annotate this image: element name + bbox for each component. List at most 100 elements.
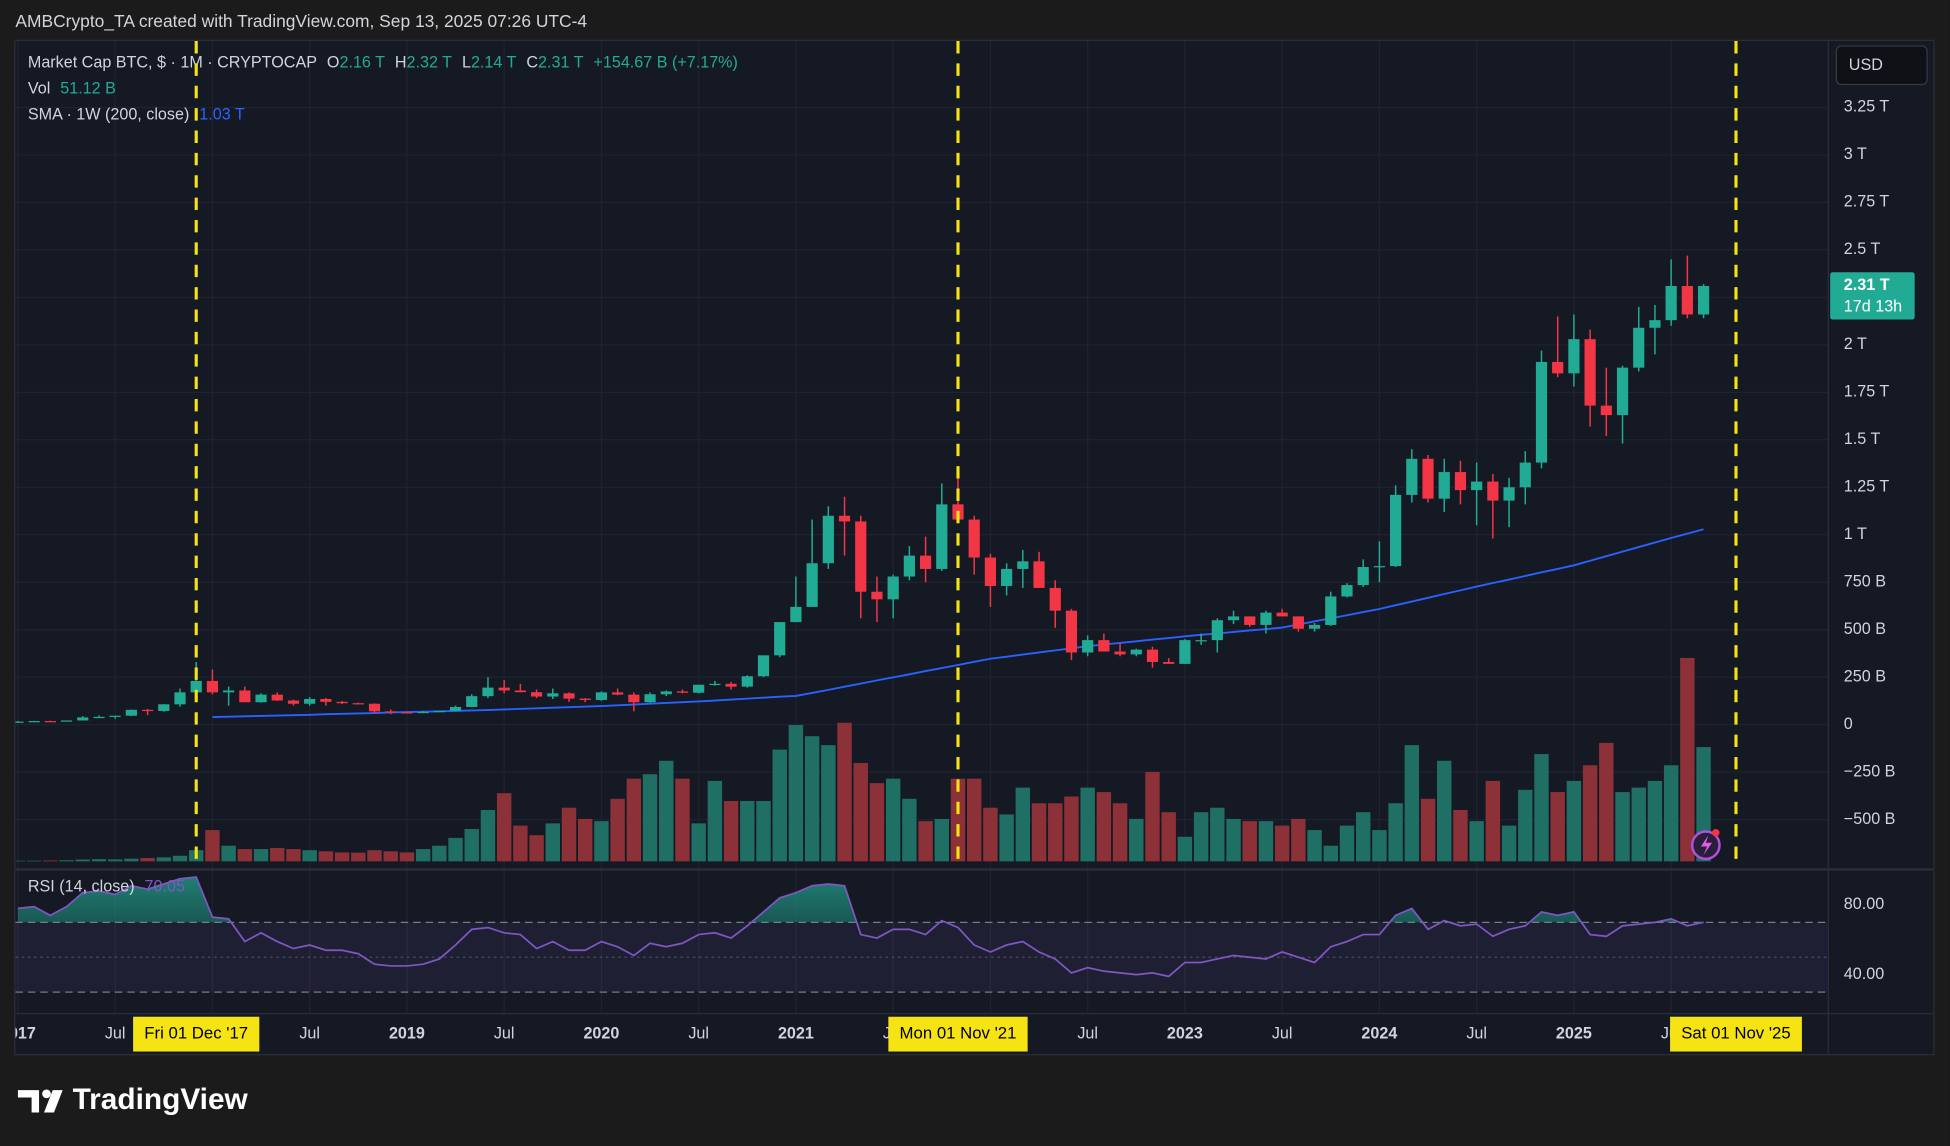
candle-body: [1260, 612, 1272, 625]
volume-bar: [496, 793, 512, 862]
legend-volume: Vol 51.12 B: [28, 80, 116, 98]
volume-bar: [837, 722, 852, 862]
volume-bar: [1372, 830, 1387, 862]
volume-bar: [788, 725, 804, 862]
candle-body: [1471, 481, 1483, 491]
legend-rsi: RSI (14, close) 70.05: [28, 878, 185, 896]
legend-value: 2.31 T: [538, 54, 584, 72]
candle-body: [336, 701, 348, 704]
volume-bar: [1501, 825, 1517, 862]
volume-bar: [253, 849, 269, 862]
volume-bar: [1177, 836, 1193, 862]
legend-volume-value: 51.12 B: [60, 80, 116, 98]
legend-main: Market Cap BTC, $ · 1M · CRYPTOCAP O2.16 …: [28, 54, 738, 72]
y-tick-label: 2 T: [1844, 335, 1867, 353]
candle-body: [1001, 568, 1013, 587]
logo-mark: [42, 1089, 51, 1099]
volume-bar: [1226, 818, 1241, 862]
currency-label[interactable]: USD: [1849, 56, 1883, 74]
alert-dot[interactable]: [1712, 829, 1720, 837]
candle-body: [936, 504, 948, 569]
candle-body: [579, 698, 591, 700]
y-tick-label: 2.75 T: [1844, 193, 1890, 211]
volume-bar: [1437, 760, 1452, 862]
volume-bar: [351, 852, 366, 862]
currency-button[interactable]: [1835, 45, 1928, 86]
volume-bar: [172, 855, 188, 862]
x-tick-label: 2019: [389, 1024, 425, 1042]
x-tick-label: 2024: [1361, 1024, 1397, 1042]
volume-bar: [642, 774, 658, 862]
candle-body: [1114, 651, 1126, 655]
x-tick-label: Jul: [494, 1024, 515, 1042]
candle-body: [1373, 566, 1385, 568]
plot: [15, 255, 1828, 993]
volume-bar: [740, 801, 755, 862]
candle-body: [1503, 487, 1515, 501]
candle-body: [1487, 481, 1499, 501]
volume-bar: [415, 849, 431, 862]
volume-bar: [1599, 742, 1614, 862]
volume-bar: [950, 778, 966, 862]
y-tick-label: 750 B: [1844, 572, 1886, 590]
candle-body: [368, 703, 381, 712]
y-tick-label: −250 B: [1844, 762, 1896, 780]
candle-body: [1454, 472, 1467, 491]
candle-body: [1163, 661, 1175, 664]
volume-bar: [1566, 780, 1582, 862]
candle-body: [628, 694, 640, 703]
candle-body: [1227, 616, 1240, 621]
volume-bar: [545, 823, 561, 862]
candle-body: [125, 709, 137, 716]
candle-body: [855, 521, 867, 592]
date-marker-box: [1670, 1016, 1802, 1052]
legend-key: L: [462, 54, 471, 72]
candle-body: [806, 563, 818, 607]
candle-body: [514, 690, 526, 693]
candle-body: [612, 692, 624, 695]
volume-bar: [772, 749, 787, 862]
candle-body: [1584, 339, 1596, 406]
volume-bar: [1307, 830, 1322, 862]
volume-bar: [43, 860, 58, 862]
candle-body: [466, 696, 478, 707]
y-tick-label: −500 B: [1844, 810, 1896, 828]
candle-body: [1422, 458, 1434, 499]
alert-bolt[interactable]: [1700, 835, 1713, 856]
logo: TradingView: [17, 1083, 249, 1116]
volume-bar: [1485, 780, 1501, 862]
candle-body: [1146, 649, 1159, 662]
volume-bar: [999, 814, 1014, 862]
candle-body: [239, 690, 251, 703]
volume-bar: [578, 818, 593, 862]
candle-body: [44, 721, 56, 723]
x-tick-label: 2023: [1167, 1024, 1203, 1042]
candle-body: [1308, 624, 1321, 629]
candle-body: [676, 691, 689, 693]
volume-bar: [480, 809, 496, 862]
volume-bar: [1534, 754, 1549, 862]
volume-bar: [853, 763, 868, 862]
y-tick-label: 2.5 T: [1844, 240, 1881, 258]
volume-bar: [1355, 812, 1371, 862]
countdown-label: 17d 13h: [1844, 297, 1902, 315]
y-tick-label: 0: [1844, 715, 1853, 733]
x-tick-label: 2025: [1556, 1024, 1592, 1042]
candle-body: [1568, 339, 1580, 374]
candle-body: [1211, 620, 1223, 641]
volume-bar: [1615, 792, 1630, 862]
candle-body: [1292, 616, 1304, 629]
candle-body: [1681, 285, 1693, 315]
volume-bar: [448, 837, 463, 862]
volume-bar: [1518, 789, 1533, 862]
volume-bar: [1582, 765, 1598, 862]
candle-body: [919, 555, 932, 569]
volume-bar: [918, 821, 933, 862]
candle-body: [433, 710, 445, 713]
candle-body: [838, 515, 851, 522]
candle-body: [984, 557, 997, 587]
alert-icon[interactable]: [1690, 829, 1721, 861]
y-tick-label: 1 T: [1844, 525, 1867, 543]
candle-body: [1357, 567, 1369, 586]
